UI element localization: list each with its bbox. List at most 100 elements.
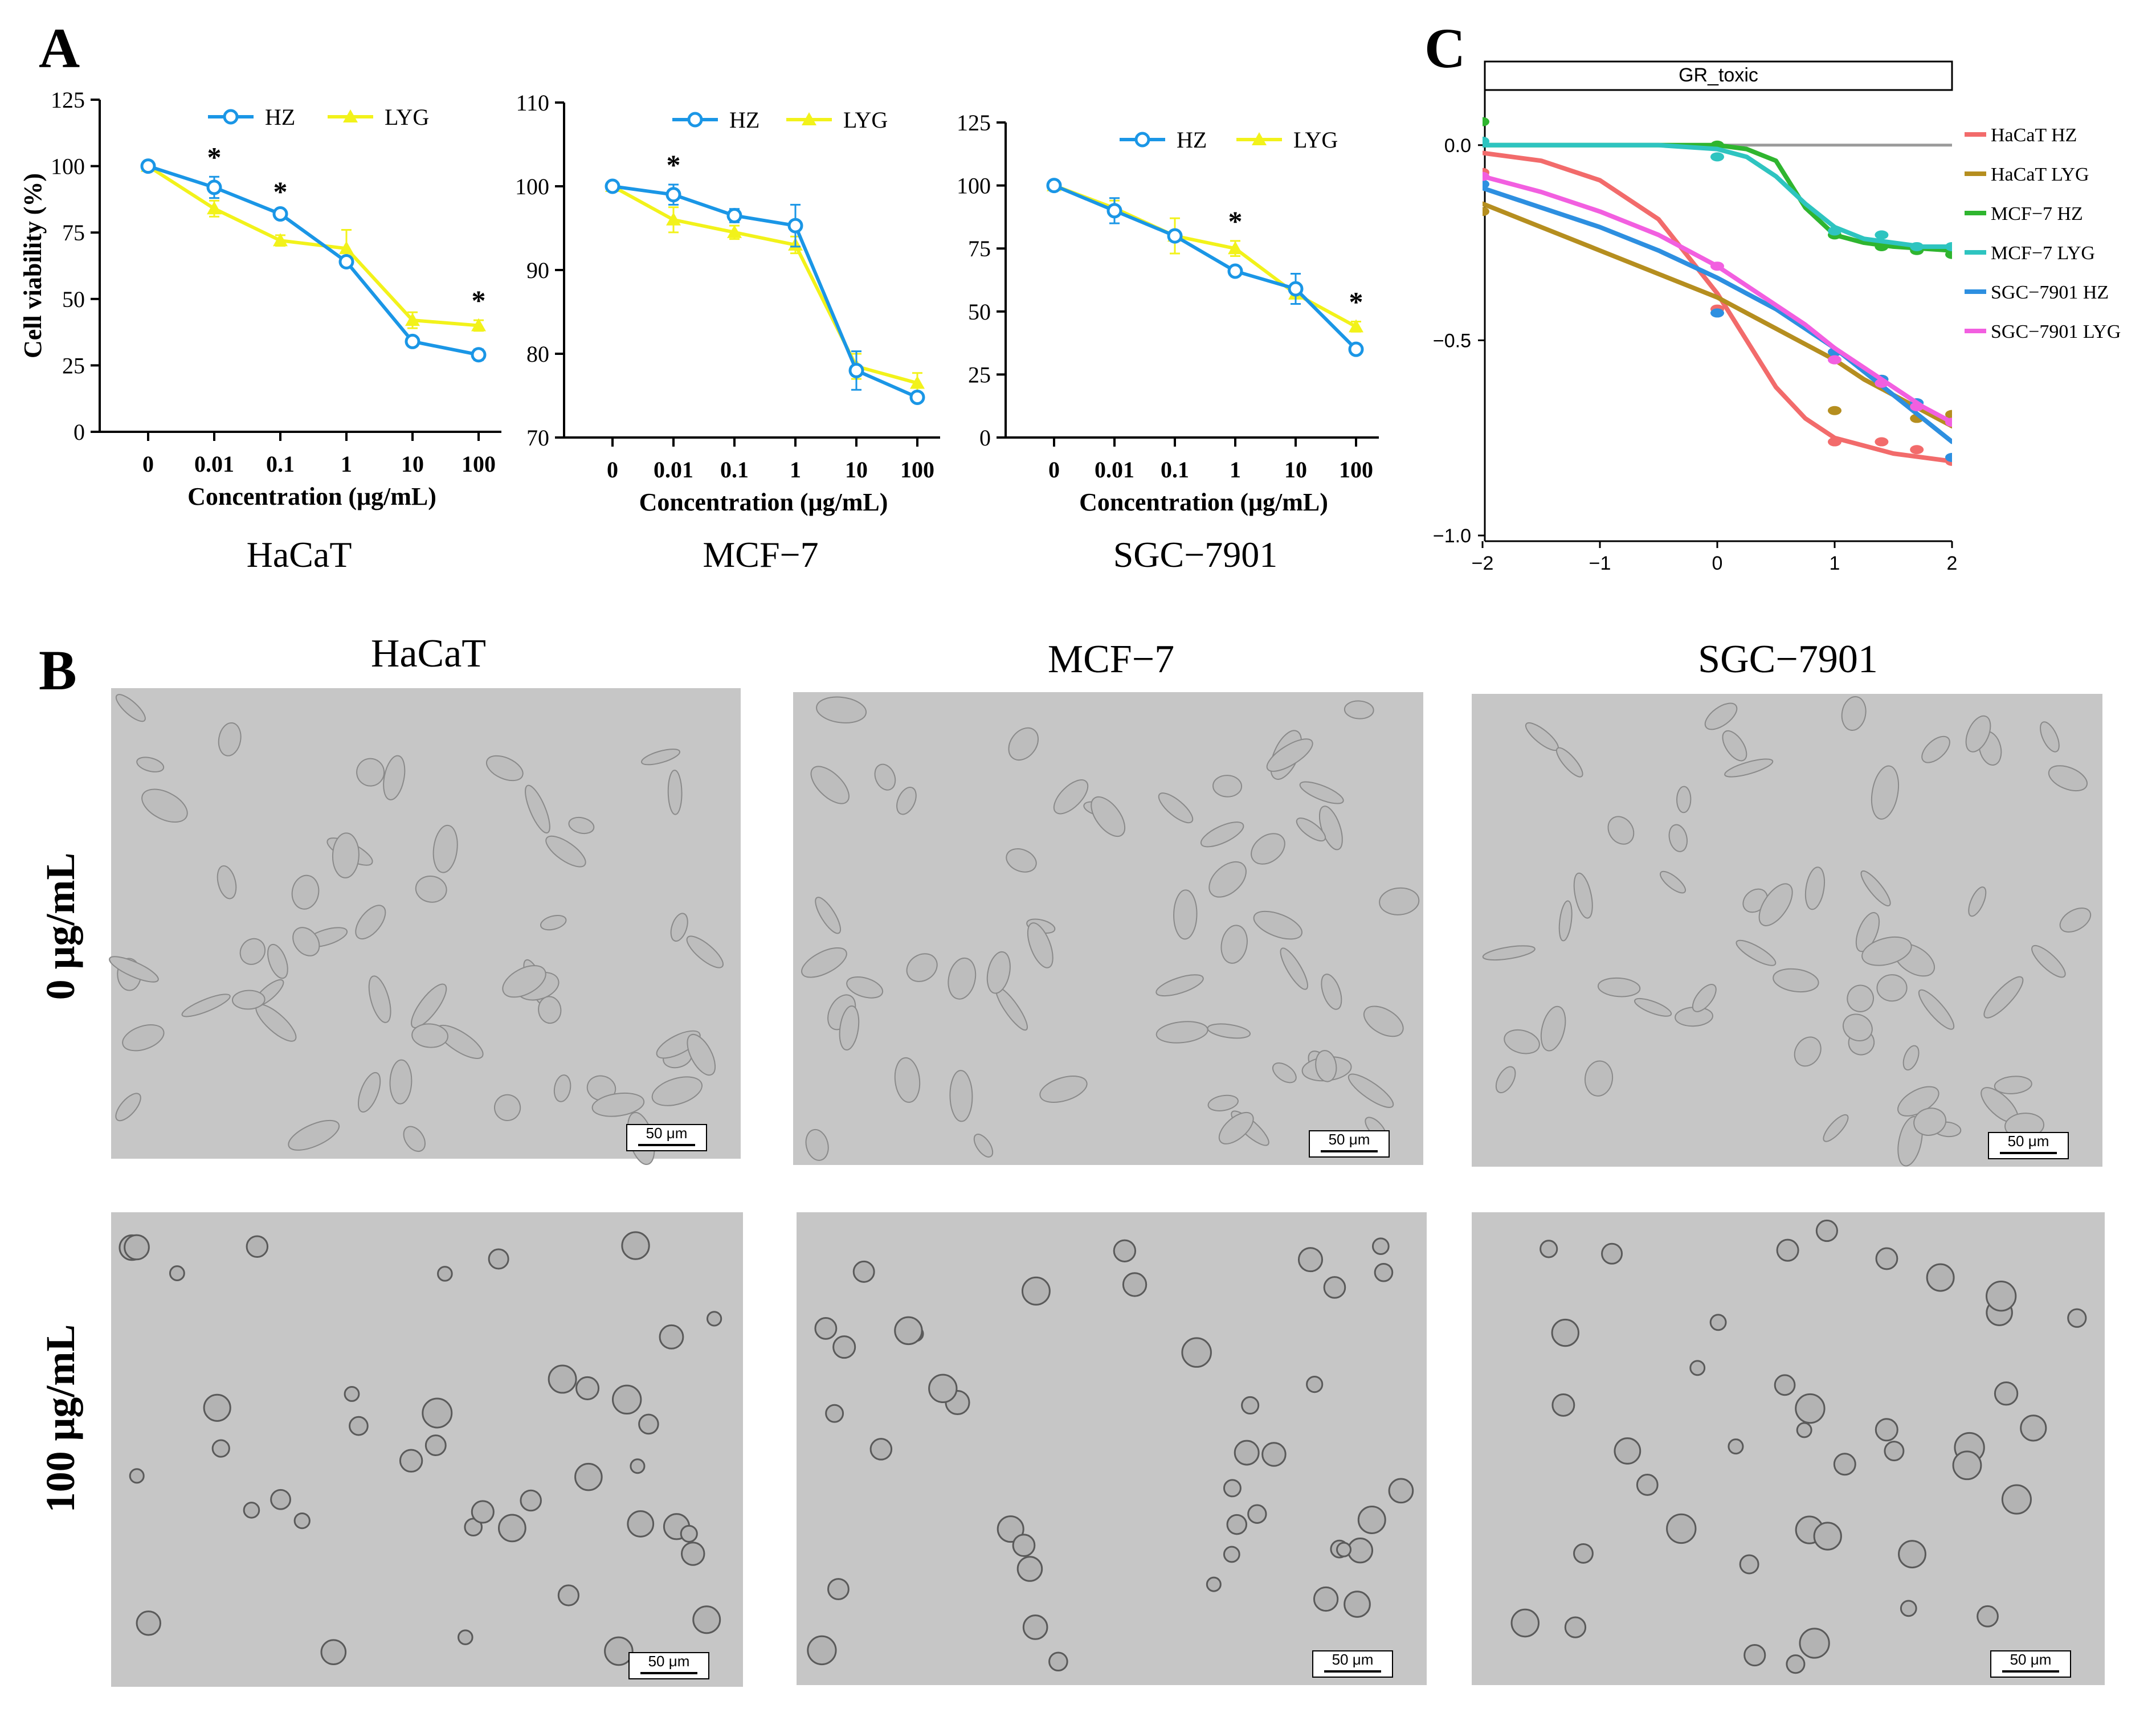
cell bbox=[411, 1023, 448, 1048]
cell bbox=[801, 947, 847, 978]
data-point bbox=[726, 207, 742, 223]
data-point bbox=[1167, 228, 1183, 244]
cell bbox=[1794, 1036, 1822, 1067]
cell bbox=[357, 1072, 381, 1113]
data-point bbox=[272, 206, 288, 222]
cell bbox=[1223, 1479, 1242, 1498]
cell bbox=[1676, 786, 1692, 813]
data-point bbox=[1945, 452, 1952, 462]
cell bbox=[1728, 1438, 1744, 1455]
cell bbox=[1113, 1239, 1137, 1262]
y-tick-label: 0 bbox=[979, 425, 991, 451]
x-tick-label: 1 bbox=[1830, 553, 1840, 574]
y-tick-label: 50 bbox=[62, 287, 85, 312]
cell bbox=[1965, 715, 1991, 753]
cell bbox=[538, 996, 562, 1024]
cell bbox=[211, 1439, 230, 1458]
cell bbox=[1315, 1050, 1337, 1082]
x-tick-label: 0 bbox=[142, 451, 154, 477]
legend-lyg-label: LYG bbox=[1293, 127, 1338, 153]
cell bbox=[1551, 1393, 1575, 1417]
fit-curve bbox=[1483, 174, 1952, 425]
cell bbox=[591, 1092, 645, 1117]
cell bbox=[1921, 735, 1950, 763]
cell bbox=[1786, 1654, 1806, 1674]
cell bbox=[169, 1265, 185, 1282]
cell bbox=[638, 1413, 659, 1435]
scale-bar-box bbox=[626, 1124, 707, 1151]
cell bbox=[805, 1129, 829, 1161]
row-label-100: 100 μg/mL bbox=[38, 1324, 83, 1513]
cell bbox=[115, 1093, 141, 1122]
cell bbox=[1297, 1247, 1324, 1273]
cell bbox=[494, 1094, 521, 1121]
cell bbox=[356, 758, 385, 787]
cell bbox=[906, 953, 938, 982]
cell bbox=[129, 1468, 145, 1484]
series-line bbox=[611, 185, 918, 385]
data-point bbox=[273, 233, 288, 247]
legend-hz-label: HZ bbox=[729, 107, 760, 133]
scale-bar-box bbox=[1988, 1132, 2069, 1159]
cell bbox=[1027, 922, 1054, 968]
cell bbox=[411, 983, 447, 1029]
data-point bbox=[207, 201, 222, 215]
curve-4 bbox=[1483, 179, 1952, 462]
cell bbox=[1344, 1591, 1371, 1618]
series-line bbox=[147, 165, 479, 328]
cell bbox=[1597, 977, 1641, 997]
cell bbox=[267, 943, 288, 979]
cell bbox=[1692, 984, 1717, 1012]
data-point bbox=[1945, 410, 1952, 419]
cell bbox=[1823, 1114, 1849, 1142]
cell bbox=[1261, 1442, 1287, 1467]
cell bbox=[575, 1376, 600, 1400]
cell bbox=[630, 1458, 646, 1474]
cell bbox=[1357, 1505, 1386, 1534]
facet-title: GR_toxic bbox=[1679, 64, 1758, 86]
cell bbox=[1122, 1272, 1148, 1297]
cell bbox=[621, 1231, 650, 1260]
cell bbox=[948, 957, 977, 1000]
cell bbox=[1634, 997, 1672, 1017]
series-line bbox=[1053, 183, 1358, 351]
data-point bbox=[1828, 437, 1841, 447]
cell bbox=[1855, 912, 1880, 952]
y-tick-label: −1.0 bbox=[1433, 525, 1471, 547]
micrograph-panel: HaCaT MCF−7 SGC−7901 0 μg/mL 100 μg/mL 5… bbox=[38, 632, 2105, 1687]
cell bbox=[1200, 821, 1244, 848]
cell bbox=[136, 1610, 161, 1636]
data-point bbox=[206, 179, 222, 195]
scale-bar-label: 50 μm bbox=[646, 1125, 688, 1142]
curve-5 bbox=[1483, 171, 1952, 427]
cell bbox=[810, 766, 850, 804]
cell bbox=[141, 788, 188, 823]
cell bbox=[1804, 866, 1826, 910]
cell bbox=[1871, 765, 1900, 820]
cell bbox=[292, 927, 320, 956]
cell bbox=[432, 824, 458, 873]
cell bbox=[136, 757, 165, 772]
data-point bbox=[1106, 203, 1122, 219]
cell bbox=[1573, 872, 1593, 919]
cell bbox=[986, 951, 1011, 994]
cell bbox=[1223, 1546, 1240, 1563]
cell bbox=[1504, 1029, 1540, 1054]
cell bbox=[1313, 1586, 1339, 1612]
data-point bbox=[405, 313, 420, 326]
data-point bbox=[1228, 241, 1243, 255]
cell bbox=[1091, 796, 1126, 837]
column-label-sgc7901: SGC−7901 bbox=[1698, 637, 1878, 681]
cell bbox=[1689, 1360, 1706, 1376]
cell bbox=[540, 914, 567, 931]
cell bbox=[2031, 945, 2066, 978]
cell bbox=[825, 1404, 844, 1423]
cell bbox=[680, 1524, 698, 1543]
y-tick-label: 70 bbox=[526, 425, 549, 451]
panel-letter-b: B bbox=[39, 639, 77, 702]
cell bbox=[1724, 758, 1774, 778]
cell bbox=[1388, 1478, 1414, 1504]
data-point bbox=[1288, 281, 1304, 297]
cell bbox=[973, 1134, 994, 1158]
